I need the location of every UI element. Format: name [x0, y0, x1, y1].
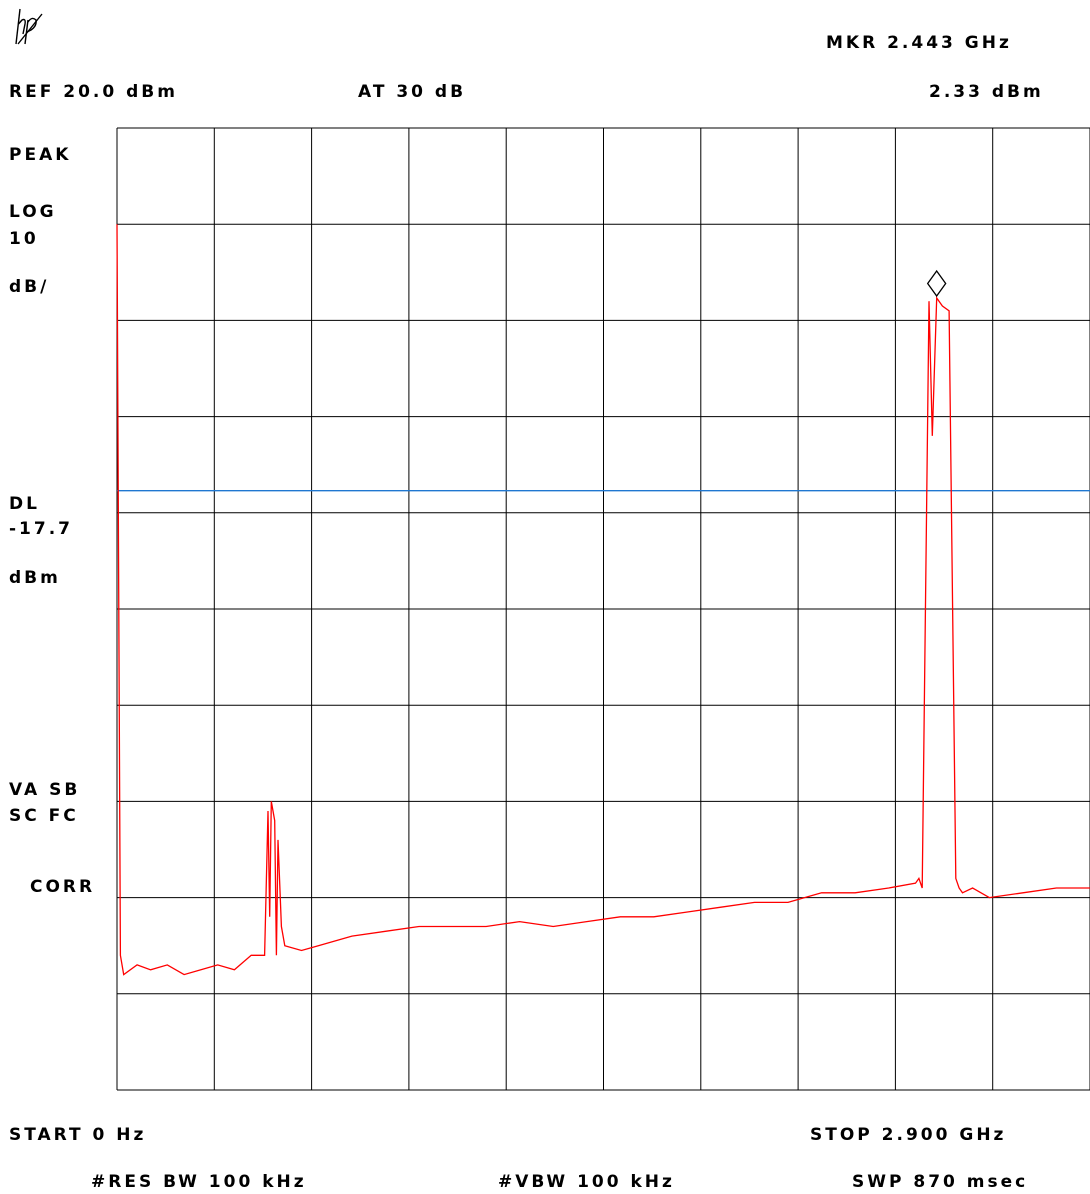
display-line-title: DL [9, 494, 40, 514]
spectrum-trace [116, 224, 1090, 976]
correction-label: CORR [30, 877, 96, 897]
plot-grid [116, 127, 1090, 1091]
marker-frequency-readout: MKR 2.443 GHz [826, 33, 1012, 53]
scale-type-label: LOG [9, 202, 57, 222]
stop-frequency-label: STOP 2.900 GHz [810, 1125, 1007, 1145]
sweep-time-label: SWP 870 msec [852, 1172, 1029, 1192]
scale-value-label: 10 [9, 229, 39, 249]
detector-mode-label: PEAK [9, 145, 72, 165]
resolution-bandwidth-label: #RES BW 100 kHz [91, 1172, 307, 1192]
attenuation-readout: AT 30 dB [358, 82, 467, 102]
display-line-unit: dBm [9, 568, 61, 588]
reference-level-readout: REF 20.0 dBm [9, 82, 178, 102]
display-line-value: -17.7 [9, 519, 73, 539]
status-flags-line2: SC FC [9, 806, 79, 826]
video-bandwidth-label: #VBW 100 kHz [498, 1172, 675, 1192]
hp-logo-icon [15, 8, 43, 45]
start-frequency-label: START 0 Hz [9, 1125, 147, 1145]
scale-unit-label: dB/ [9, 277, 50, 297]
diamond-marker-icon [926, 269, 947, 298]
marker-amplitude-readout: 2.33 dBm [929, 82, 1044, 102]
status-flags-line1: VA SB [9, 780, 81, 800]
